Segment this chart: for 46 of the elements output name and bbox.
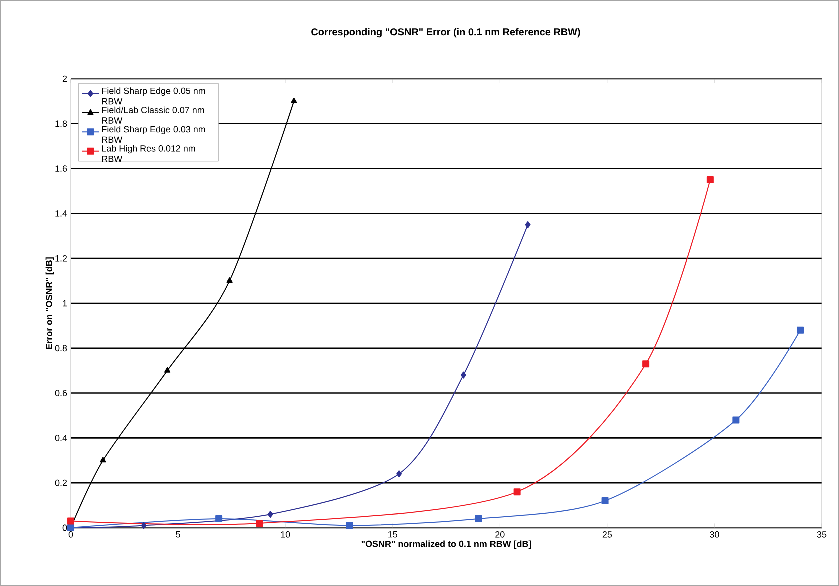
x-tick-label: 20 <box>496 532 505 538</box>
point <box>268 511 274 518</box>
point <box>256 520 264 527</box>
legend-label: Lab High Res 0.012 nm RBW <box>102 145 196 162</box>
y-tick-label: 0.6 <box>55 390 68 396</box>
x-tick-label: 0 <box>68 532 74 538</box>
y-tick-label: 0.4 <box>55 435 68 442</box>
point <box>525 221 531 228</box>
y-tick-label: 1.6 <box>56 166 68 172</box>
point <box>141 522 147 530</box>
point <box>514 488 521 496</box>
point <box>216 516 223 523</box>
x-tick-label: 30 <box>710 532 720 538</box>
y-tick-label: 1 <box>63 300 68 307</box>
y-tick-label: 1.4 <box>56 210 68 217</box>
point <box>732 416 740 424</box>
x-tick-label: 10 <box>281 532 290 538</box>
y-tick-label: 1.2 <box>56 255 68 262</box>
point <box>475 516 482 523</box>
point <box>396 470 402 478</box>
y-tick-label: 0.2 <box>55 480 68 486</box>
x-tick-label: 15 <box>388 532 398 538</box>
x-tick-label: 25 <box>602 532 612 538</box>
y-axis-title: Error on "OSNR" [dB] <box>46 258 54 350</box>
point <box>291 98 298 104</box>
point <box>226 278 233 284</box>
point <box>164 367 171 373</box>
point <box>602 498 609 505</box>
point <box>68 518 75 525</box>
y-tick-label: 1.8 <box>56 120 68 128</box>
y-tick-label: 0 <box>62 524 68 532</box>
legend-label: Field/Lab Classic 0.07 nm RBW <box>102 106 204 124</box>
point <box>706 176 714 184</box>
point <box>797 326 804 334</box>
x-tick-label: 5 <box>176 532 180 538</box>
chart-title: Corresponding "OSNR" Error (in 0.1 nm Reference RBW) <box>312 28 580 38</box>
y-tick-label: 0.8 <box>55 345 68 352</box>
y-tick-label: 2 <box>62 76 68 82</box>
point <box>346 522 354 530</box>
point <box>100 457 106 463</box>
legend-label: Field Sharp Edge 0.03 nm RBW <box>102 126 206 144</box>
legend-label: Field Sharp Edge 0.05 nm RBW <box>102 88 206 105</box>
point <box>460 372 466 379</box>
x-axis-title: "OSNR" normalized to 0.1 nm RBW [dB] <box>362 540 532 550</box>
point <box>642 360 650 368</box>
x-tick-label: 35 <box>817 532 827 538</box>
